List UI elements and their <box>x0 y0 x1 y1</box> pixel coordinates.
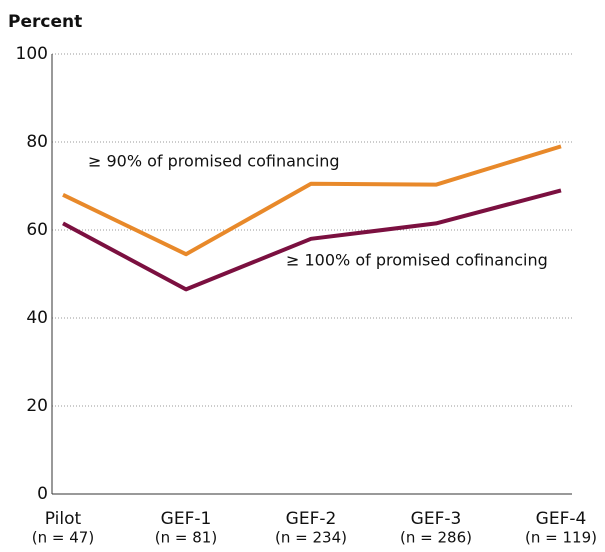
x-tick-sublabel: (n = 47) <box>32 529 94 547</box>
series-line <box>62 144 562 257</box>
y-axis-label: Percent <box>8 12 82 32</box>
x-tick-sublabel: (n = 234) <box>275 529 347 547</box>
x-tick-label: GEF-3 <box>411 509 462 529</box>
y-tick-label: 20 <box>26 396 48 416</box>
series-label: ≥ 100% of promised cofinancing <box>286 251 548 270</box>
x-tick-sublabel: (n = 286) <box>400 529 472 547</box>
y-tick-label: 0 <box>37 484 48 504</box>
x-tick-label: GEF-2 <box>286 509 337 529</box>
x-tick-sublabel: (n = 119) <box>525 529 597 547</box>
x-tick-sublabel: (n = 81) <box>155 529 217 547</box>
x-tick-label: GEF-4 <box>536 509 587 529</box>
series-label: ≥ 90% of promised cofinancing <box>88 152 340 171</box>
x-tick-label: GEF-1 <box>161 509 212 529</box>
y-tick-label: 100 <box>16 44 48 64</box>
x-tick-label: Pilot <box>45 509 82 529</box>
y-tick-label: 60 <box>26 220 48 240</box>
y-tick-label: 80 <box>26 132 48 152</box>
y-tick-label: 40 <box>26 308 48 328</box>
series-line <box>62 188 562 292</box>
